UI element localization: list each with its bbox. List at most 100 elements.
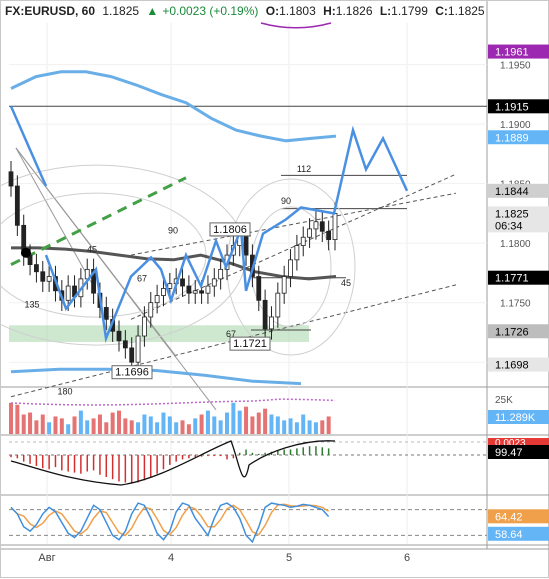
price-axis-badge (488, 183, 549, 198)
price-axis-badge-label: 1.1698 (495, 360, 529, 372)
candle-body (269, 316, 274, 330)
volume-bar (294, 422, 299, 434)
price-axis-badge-label: 1.1844 (495, 186, 529, 198)
candle-body (129, 347, 135, 363)
volume-ma-line (10, 398, 336, 406)
volume-bars (9, 402, 331, 434)
volume-bar (231, 402, 236, 434)
candle-body (8, 171, 14, 187)
price-axis-badge (488, 206, 549, 221)
volume-bar (199, 414, 204, 434)
volume-badge (488, 410, 549, 424)
stochastic-d-line (10, 503, 329, 537)
gann-angle-label: 90 (281, 196, 291, 206)
green-dashed-forecast (10, 176, 187, 266)
time-axis-label: 4 (168, 552, 174, 564)
volume-bar (9, 402, 13, 434)
open-value: 1.1803 (279, 4, 316, 18)
stochastic-d-badge-label: 58.64 (495, 529, 523, 541)
price-annotation-box (111, 365, 153, 380)
volume-bar (72, 416, 77, 434)
volume-bar (313, 422, 318, 434)
candle-body (199, 290, 204, 294)
volume-bar (212, 416, 217, 434)
volume-bar (123, 418, 128, 434)
stochastic-k-badge (488, 509, 549, 524)
macd-top-badge-label: 0.0023 (495, 438, 526, 449)
volume-bar (301, 414, 306, 434)
volume-bar (167, 416, 172, 434)
volume-bar (307, 420, 312, 434)
moving-average-line (11, 246, 337, 281)
high-value: 1.1826 (335, 4, 373, 18)
price-change: +0.0023 (+0.19%) (162, 4, 259, 18)
channel-mid-line (130, 192, 457, 256)
volume-bar (85, 420, 90, 434)
candle-body (91, 268, 96, 294)
price-axis-badge (488, 218, 549, 233)
price-axis-badge (488, 324, 549, 339)
volume-bar (40, 414, 45, 434)
candle-body (326, 230, 332, 241)
volume-bar (174, 422, 179, 434)
channel-upper-line (130, 173, 457, 320)
low-label: L: (379, 4, 392, 18)
volume-bar (205, 410, 210, 434)
forecast-zigzag-line (9, 105, 48, 187)
volume-bar (142, 414, 147, 434)
pivot-marker-dot (21, 247, 31, 258)
candle-body (40, 271, 46, 282)
candle-body (243, 235, 249, 256)
volume-bar (47, 422, 52, 434)
gann-fan-line (15, 147, 97, 292)
candle-body (192, 290, 198, 294)
candle-body (186, 285, 192, 294)
price-tick-label: 1.1900 (500, 120, 531, 131)
candle-body (218, 268, 224, 280)
gann-angle-label: 67 (137, 273, 147, 283)
macd-top-badge (488, 438, 549, 448)
volume-bar (28, 412, 33, 434)
candle-body (148, 302, 154, 318)
candle-body (307, 228, 312, 238)
volume-bar (250, 416, 255, 434)
price-axis-badge (488, 44, 549, 59)
symbol-label[interactable]: FX:EURUSD, 60 (5, 4, 96, 18)
volume-axis-tick: 25K (495, 395, 513, 406)
volume-bar (237, 410, 242, 434)
candle-body (319, 221, 325, 232)
candle-body (256, 276, 262, 301)
close-value: 1.1825 (447, 4, 485, 18)
gann-angle-label: 112 (297, 164, 311, 174)
volume-bar (66, 424, 71, 434)
purple-curve (260, 22, 332, 29)
price-axis-badge-label: 1.1726 (495, 326, 529, 338)
candle-body (116, 330, 122, 342)
candle-body (313, 221, 319, 230)
price-axis-badge (488, 270, 549, 285)
volume-bar (275, 416, 280, 434)
candle-body (262, 299, 268, 330)
volume-bar (110, 412, 115, 434)
volume-bar (186, 424, 191, 434)
candle-body (288, 259, 293, 277)
volume-bar (155, 422, 160, 434)
candle-body (135, 335, 141, 363)
volume-bar (53, 416, 58, 434)
volume-bar (288, 418, 293, 434)
price-axis-badge-label: 1.1961 (495, 47, 529, 59)
candle-body (180, 278, 185, 287)
volume-bar (15, 404, 20, 434)
stochastic-d-badge (488, 526, 549, 541)
candle-body (161, 288, 166, 296)
volume-bar (180, 420, 185, 434)
volume-bar (225, 412, 229, 434)
volume-bar (78, 410, 83, 434)
macd-badge-label: 99.47 (495, 447, 523, 459)
gann-angle-label: 45 (341, 278, 351, 288)
volume-bar (148, 416, 153, 434)
volume-bar (34, 420, 39, 434)
time-axis-label: 5 (286, 552, 292, 564)
volume-bar (117, 410, 121, 434)
